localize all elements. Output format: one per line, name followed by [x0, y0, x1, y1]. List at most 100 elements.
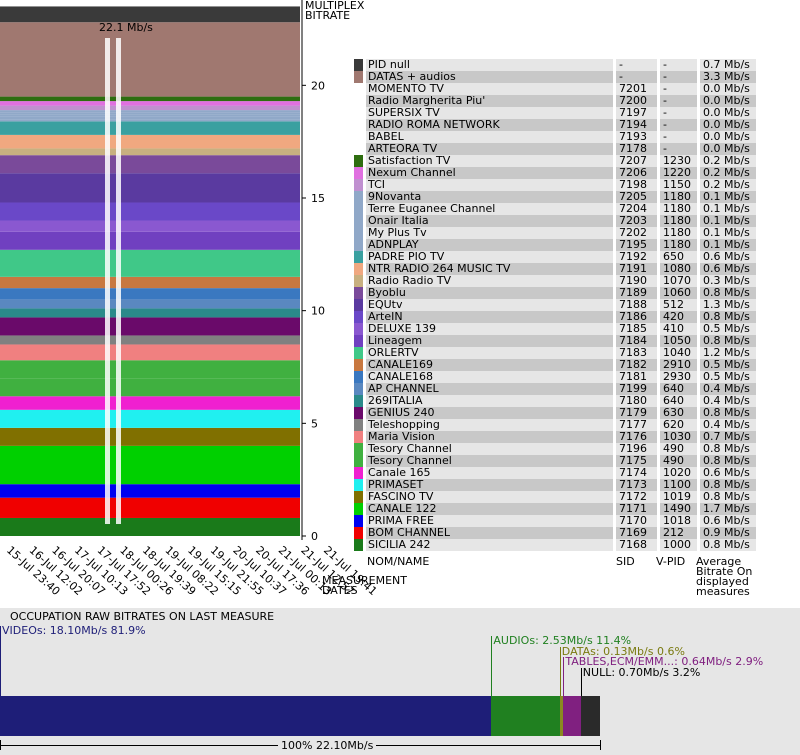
legend-bitrate: 0.3 Mb/s — [700, 275, 756, 287]
legend-name: Byoblu — [366, 287, 613, 299]
legend-gap — [613, 527, 616, 539]
legend-gap — [613, 287, 616, 299]
legend-gap — [613, 143, 616, 155]
legend-name: Radio Margherita Piu' — [366, 95, 613, 107]
legend-name: Onair Italia — [366, 215, 613, 227]
occupation-bar-tables — [563, 696, 581, 736]
area-band-12 — [0, 112, 300, 115]
legend-row: PID null - -0.7 Mb/s — [354, 59, 756, 71]
legend-name: Maria Vision — [366, 431, 613, 443]
legend-swatch — [354, 239, 363, 251]
legend-name: SUPERSIX TV — [366, 107, 613, 119]
legend-swatch — [354, 203, 363, 215]
legend-gap — [657, 371, 660, 383]
legend-name: MOMENTO TV — [366, 83, 613, 95]
legend-gap — [613, 227, 616, 239]
occupation-label-null: NULL: 0.70Mb/s 3.2% — [582, 666, 701, 679]
legend-vpid: 2930 — [660, 371, 697, 383]
legend-bitrate: 0.2 Mb/s — [700, 167, 756, 179]
legend-row: RADIO ROMA NETWORK 7194-0.0 Mb/s — [354, 119, 756, 131]
legend-swatch — [354, 119, 363, 131]
legend-swatch — [354, 167, 363, 179]
legend-row: Terre Euganee Channel 7204 1180 0.1 Mb/s — [354, 203, 756, 215]
legend-gap — [697, 455, 700, 467]
legend-sid: 7173 — [616, 479, 657, 491]
legend-swatch — [354, 191, 363, 203]
legend-vpid: 490 — [660, 443, 697, 455]
legend-row: ARTEORA TV 7178-0.0 Mb/s — [354, 143, 756, 155]
legend-name: RADIO ROMA NETWORK — [366, 119, 613, 131]
occupation-label-tables: TABLES,ECM/EMM...: 0.64Mb/s 2.9% — [565, 655, 764, 668]
area-band-15 — [0, 119, 300, 122]
legend-gap — [697, 95, 700, 107]
legend-gap — [697, 515, 700, 527]
legend-name: 269ITALIA — [366, 395, 613, 407]
legend-sid: 7206 — [616, 167, 657, 179]
legend-sid: 7202 — [616, 227, 657, 239]
legend-vpid: 420 — [660, 311, 697, 323]
legend-bitrate: 0.8 Mb/s — [700, 443, 756, 455]
area-band-32 — [0, 360, 300, 379]
legend-name: PRIMA FREE — [366, 515, 613, 527]
legend-bitrate: 0.8 Mb/s — [700, 479, 756, 491]
legend-gap — [657, 491, 660, 503]
legend-vpid: 1018 — [660, 515, 697, 527]
area-band-22 — [0, 220, 300, 232]
legend-sid: 7203 — [616, 215, 657, 227]
legend-bitrate: 0.4 Mb/s — [700, 419, 756, 431]
legend-sid: 7196 — [616, 443, 657, 455]
legend-name: ADNPLAY — [366, 239, 613, 251]
legend-gap — [697, 323, 700, 335]
legend-bitrate: 0.1 Mb/s — [700, 203, 756, 215]
legend-gap — [657, 239, 660, 251]
legend-gap — [697, 215, 700, 227]
legend-gap — [697, 275, 700, 287]
legend-gap — [697, 227, 700, 239]
legend-gap — [613, 443, 616, 455]
legend-swatch — [354, 227, 363, 239]
legend-gap — [363, 527, 366, 539]
legend-swatch — [354, 383, 363, 395]
legend-row: Radio Margherita Piu' 7200-0.0 Mb/s — [354, 95, 756, 107]
legend-vpid: 1040 — [660, 347, 697, 359]
legend-row: EQUtv 7188 512 1.3 Mb/s — [354, 299, 756, 311]
legend-vpid: 630 — [660, 407, 697, 419]
legend-gap — [697, 83, 700, 95]
legend-name: DELUXE 139 — [366, 323, 613, 335]
legend-gap — [363, 59, 366, 71]
area-band-30 — [0, 335, 300, 345]
occupation-bar-datas — [559, 696, 564, 736]
legend-sid: 7198 — [616, 179, 657, 191]
legend-vpid: 1180 — [660, 227, 697, 239]
area-band-37 — [0, 445, 300, 485]
legend-bitrate: 0.5 Mb/s — [700, 371, 756, 383]
area-band-35 — [0, 409, 300, 428]
legend-row: AP CHANNEL 7199 640 0.4 Mb/s — [354, 383, 756, 395]
legend-swatch — [354, 395, 363, 407]
area-band-14 — [0, 116, 300, 120]
occupation-total-label: 100% 22.10Mb/s — [278, 739, 377, 752]
legend-gap — [363, 467, 366, 479]
legend-name: Tesory Channel — [366, 455, 613, 467]
legend-vpid: 410 — [660, 323, 697, 335]
legend-gap — [613, 347, 616, 359]
legend-gap — [697, 263, 700, 275]
legend-gap — [613, 263, 616, 275]
area-band-19 — [0, 155, 300, 174]
legend-vpid: - — [660, 119, 697, 131]
legend-vpid: - — [660, 143, 697, 155]
legend-gap — [697, 419, 700, 431]
legend-gap — [657, 287, 660, 299]
legend-row: MOMENTO TV 7201-0.0 Mb/s — [354, 83, 756, 95]
area-band-26 — [0, 288, 300, 300]
legend-vpid: 1180 — [660, 191, 697, 203]
legend-vpid: 512 — [660, 299, 697, 311]
legend-gap — [363, 107, 366, 119]
legend-gap — [657, 359, 660, 371]
legend-gap — [697, 359, 700, 371]
occupation-leader-datas — [559, 647, 561, 696]
legend-gap — [363, 215, 366, 227]
legend-bitrate: 0.8 Mb/s — [700, 311, 756, 323]
legend-gap — [613, 191, 616, 203]
legend-name: Lineagem — [366, 335, 613, 347]
